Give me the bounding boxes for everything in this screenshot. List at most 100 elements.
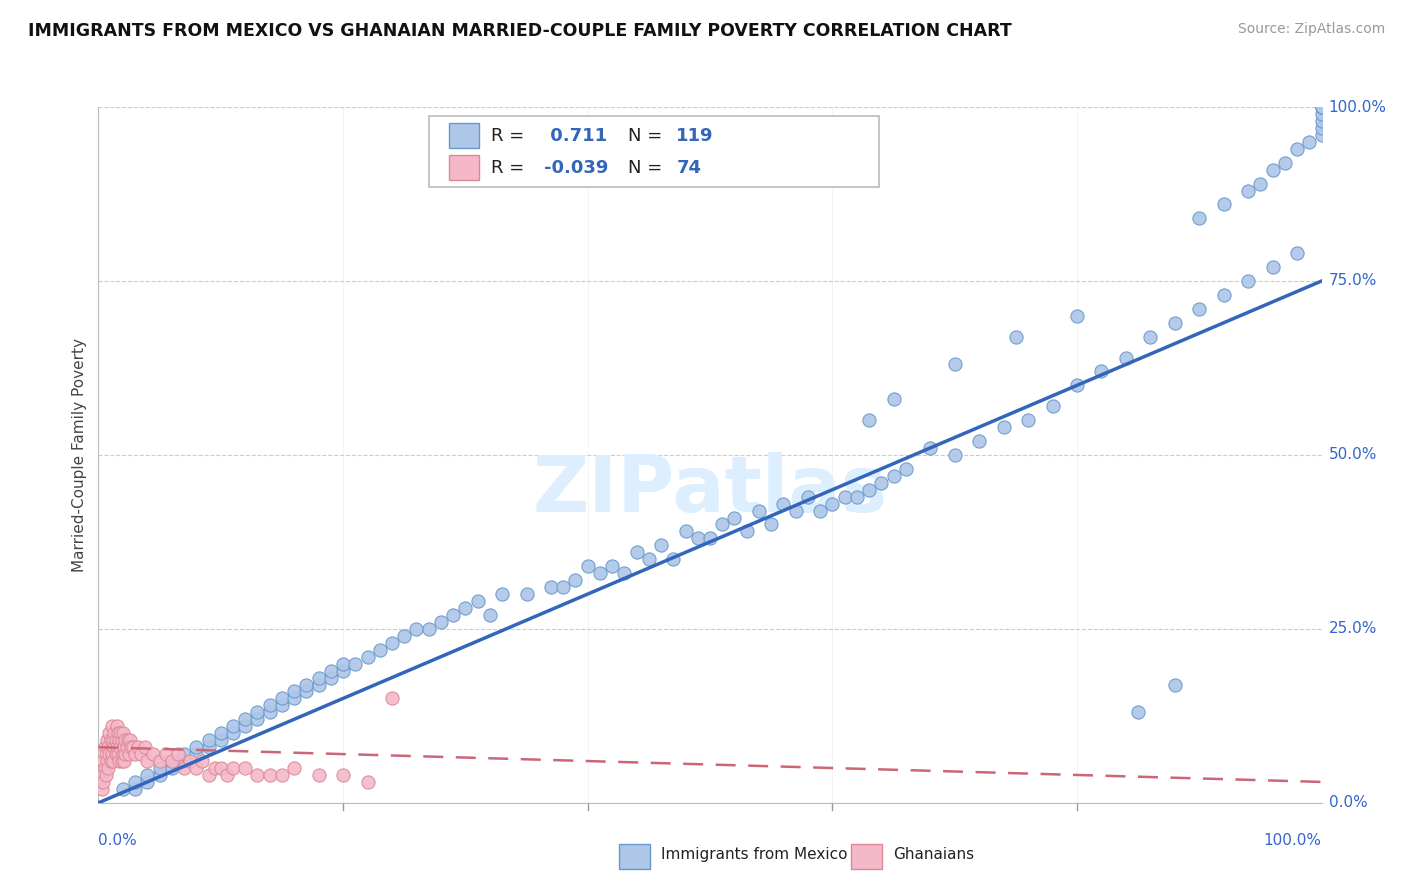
Point <box>723 510 745 524</box>
Point <box>967 434 990 448</box>
Point <box>1042 399 1064 413</box>
Point <box>1310 100 1333 114</box>
Point <box>1298 135 1320 149</box>
Point <box>332 768 354 782</box>
Text: ZIPatlas: ZIPatlas <box>533 451 887 528</box>
Point <box>191 754 214 768</box>
Point <box>96 754 118 768</box>
Point <box>1128 706 1150 720</box>
Point <box>283 684 305 698</box>
Point <box>167 747 190 761</box>
Point <box>368 642 391 657</box>
Point <box>1188 211 1211 226</box>
Point <box>332 657 354 671</box>
Point <box>233 712 256 726</box>
Point <box>1310 107 1333 121</box>
Point <box>711 517 734 532</box>
Point <box>246 768 269 782</box>
Point <box>96 733 118 747</box>
Point <box>103 726 125 740</box>
Point <box>105 719 128 733</box>
Point <box>98 747 121 761</box>
Point <box>179 754 201 768</box>
Point <box>381 691 404 706</box>
Text: IMMIGRANTS FROM MEXICO VS GHANAIAN MARRIED-COUPLE FAMILY POVERTY CORRELATION CHA: IMMIGRANTS FROM MEXICO VS GHANAIAN MARRI… <box>28 22 1012 40</box>
Text: Ghanaians: Ghanaians <box>893 847 974 862</box>
Point <box>319 671 342 685</box>
Point <box>576 559 599 574</box>
Point <box>246 706 269 720</box>
Point <box>222 726 245 740</box>
Point <box>108 754 131 768</box>
Point <box>441 607 464 622</box>
Point <box>101 747 124 761</box>
Point <box>821 497 844 511</box>
Point <box>308 768 330 782</box>
Point <box>149 761 172 775</box>
Point <box>1237 184 1260 198</box>
Point <box>332 664 354 678</box>
Point <box>209 761 232 775</box>
Point <box>197 768 219 782</box>
Point <box>160 754 183 768</box>
Point <box>883 468 905 483</box>
Text: 100.0%: 100.0% <box>1329 100 1386 114</box>
Point <box>186 761 208 775</box>
Point <box>186 740 208 755</box>
Point <box>295 677 318 691</box>
Point <box>662 552 685 566</box>
Point <box>735 524 758 539</box>
Point <box>1115 351 1137 365</box>
Text: R =: R = <box>491 159 524 177</box>
Point <box>1212 288 1234 302</box>
Point <box>564 573 586 587</box>
Point <box>105 740 128 755</box>
Point <box>112 754 135 768</box>
Point <box>136 775 159 789</box>
Point <box>626 545 648 559</box>
Text: -0.039: -0.039 <box>544 159 609 177</box>
Y-axis label: Married-Couple Family Poverty: Married-Couple Family Poverty <box>72 338 87 572</box>
Point <box>308 677 330 691</box>
Point <box>1310 100 1333 114</box>
Point <box>121 740 143 755</box>
Point <box>1066 309 1088 323</box>
Text: 0.0%: 0.0% <box>98 833 138 848</box>
Text: 0.0%: 0.0% <box>1329 796 1367 810</box>
Point <box>129 747 152 761</box>
Point <box>1274 155 1296 169</box>
Point <box>600 559 623 574</box>
Point <box>101 733 124 747</box>
Point <box>246 712 269 726</box>
Point <box>553 580 575 594</box>
Point <box>108 733 131 747</box>
Point <box>118 747 141 761</box>
Point <box>1212 197 1234 211</box>
Point <box>127 740 149 755</box>
Point <box>270 768 294 782</box>
Point <box>772 497 794 511</box>
Point <box>1017 413 1039 427</box>
Text: 100.0%: 100.0% <box>1264 833 1322 848</box>
Point <box>117 733 139 747</box>
Point <box>1237 274 1260 288</box>
Point <box>120 733 142 747</box>
Point <box>1066 378 1088 392</box>
Point <box>91 754 114 768</box>
Point <box>91 781 114 796</box>
Point <box>1004 329 1026 343</box>
Point <box>699 532 721 546</box>
Point <box>91 775 114 789</box>
Text: 50.0%: 50.0% <box>1329 448 1376 462</box>
Point <box>1286 246 1309 260</box>
Point <box>516 587 538 601</box>
Point <box>870 475 893 490</box>
Point <box>883 392 905 407</box>
Text: 119: 119 <box>676 127 714 145</box>
Point <box>112 740 135 755</box>
Point <box>467 594 489 608</box>
Text: 25.0%: 25.0% <box>1329 622 1376 636</box>
Point <box>94 768 117 782</box>
Point <box>114 747 136 761</box>
Point <box>173 747 195 761</box>
